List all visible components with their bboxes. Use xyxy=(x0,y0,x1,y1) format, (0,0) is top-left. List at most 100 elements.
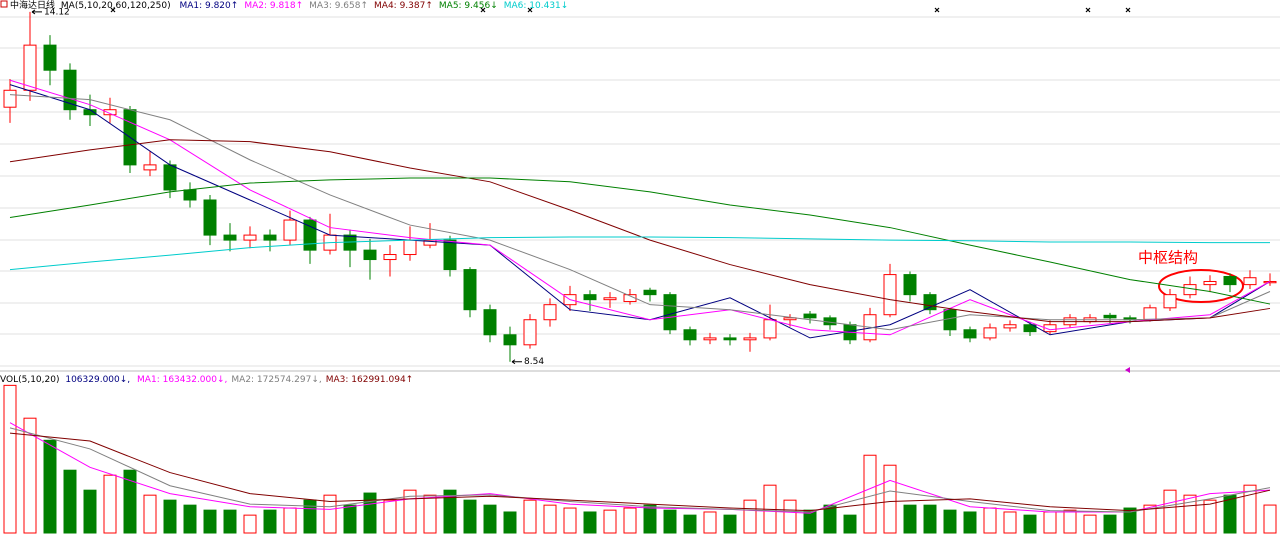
volume-bar xyxy=(563,507,577,534)
volume-value: 106329.000↓, xyxy=(65,375,130,385)
volume-bar xyxy=(1243,484,1257,534)
candle-body xyxy=(903,274,917,296)
candle-body xyxy=(963,329,977,339)
candle-body xyxy=(483,309,497,336)
ma-line xyxy=(9,139,1271,323)
volume-bar xyxy=(983,507,997,534)
candle-body xyxy=(743,337,757,341)
volume-bar xyxy=(683,514,697,534)
volume-bar xyxy=(843,514,857,534)
volume-bar xyxy=(1023,514,1037,534)
legend-entry: MA6: 10.431↓ xyxy=(504,1,569,11)
volume-title: VOL(5,10,20) xyxy=(0,375,59,385)
legend-entry: MA2: 9.818↑ xyxy=(244,1,303,11)
volume-bar xyxy=(323,494,337,534)
event-markers xyxy=(110,7,1131,13)
candle-body xyxy=(263,234,277,241)
legend-entry: MA3: 162991.094↑ xyxy=(326,375,413,385)
annotation: 中枢结构 xyxy=(1138,249,1198,267)
volume-bar xyxy=(103,474,117,534)
candle-body xyxy=(683,329,697,341)
volume-bar xyxy=(283,507,297,534)
candle-body xyxy=(103,109,117,116)
volume-bar xyxy=(363,492,377,534)
cursor-marker xyxy=(1125,367,1130,373)
volume-bar xyxy=(503,511,517,534)
volume-bar xyxy=(1063,509,1077,534)
volume-bar xyxy=(703,511,717,534)
ma-params: MA(5,10,20,60,120,250) xyxy=(61,1,171,11)
candle-body xyxy=(463,269,477,311)
volume-bar xyxy=(63,469,77,534)
candle-body xyxy=(1003,324,1017,329)
volume-bar xyxy=(3,384,17,534)
plot: 14.12 8.54 xyxy=(3,7,1277,534)
candle-body xyxy=(783,317,797,321)
annotation-ellipse xyxy=(1158,269,1244,303)
volume-bar xyxy=(183,504,197,534)
candle-body xyxy=(23,44,37,91)
label-arrow xyxy=(31,9,42,15)
candle-body xyxy=(763,319,777,339)
volume-bar xyxy=(1143,504,1157,534)
volume-bar xyxy=(543,504,557,534)
price-grid xyxy=(0,16,1280,367)
legend-entry: MA2: 172574.297↓, xyxy=(231,375,321,385)
volume-bar xyxy=(123,469,137,534)
candle-body xyxy=(43,44,57,71)
volume-bar xyxy=(463,499,477,534)
candle-body xyxy=(1043,324,1057,333)
volume-bar xyxy=(163,499,177,534)
volume-header: VOL(5,10,20) 106329.000↓, MA1: 163432.00… xyxy=(0,375,413,385)
volume-bar xyxy=(903,504,917,534)
ma-line xyxy=(9,427,1271,513)
candle-body xyxy=(363,249,377,261)
candle-body xyxy=(1243,277,1257,286)
legend-entry: MA4: 9.387↑ xyxy=(374,1,433,11)
volume-bar xyxy=(403,489,417,534)
candle-body xyxy=(803,313,817,319)
volume-bar xyxy=(1163,489,1177,534)
low-label: 8.54 xyxy=(524,357,544,367)
candle-body xyxy=(583,294,597,301)
volume-bar xyxy=(943,509,957,534)
volume-bar xyxy=(443,489,457,534)
volume-bar xyxy=(23,417,37,534)
ma-line xyxy=(9,94,1271,331)
event-marker xyxy=(527,7,533,13)
volume-bar xyxy=(1043,511,1057,534)
legend-entry: MA5: 9.456↓ xyxy=(439,1,498,11)
event-marker xyxy=(934,7,940,13)
event-marker xyxy=(110,7,116,13)
volume-bar xyxy=(623,507,637,534)
volume-bar xyxy=(263,509,277,534)
candle-body xyxy=(523,319,537,346)
candle-body xyxy=(283,219,297,241)
candle-body xyxy=(143,164,157,171)
volume-bar xyxy=(1203,499,1217,534)
volume-bar xyxy=(1123,507,1137,534)
candle-body xyxy=(423,239,437,246)
event-marker xyxy=(480,7,486,13)
candle-body xyxy=(723,337,737,341)
price-header: 中海达日线 MA(5,10,20,60,120,250) MA1: 9.820↑… xyxy=(10,0,568,11)
volume-bar xyxy=(723,514,737,534)
candle-body xyxy=(503,334,517,346)
candle-body xyxy=(983,327,997,339)
candle-body xyxy=(3,89,17,108)
legend-entry: MA1: 9.820↑ xyxy=(179,1,238,11)
candle-body xyxy=(1203,280,1217,286)
candle-body xyxy=(1103,314,1117,319)
volume-bar xyxy=(203,509,217,534)
event-marker xyxy=(1125,7,1131,13)
ma-line xyxy=(9,79,1271,336)
volume-bar xyxy=(963,511,977,534)
legend-entry: MA1: 163432.000↓, xyxy=(137,375,227,385)
volume-bar xyxy=(83,489,97,534)
candle-body xyxy=(203,199,217,236)
volume-bar xyxy=(603,509,617,534)
volume-bar xyxy=(303,499,317,534)
volume-bar xyxy=(743,499,757,534)
